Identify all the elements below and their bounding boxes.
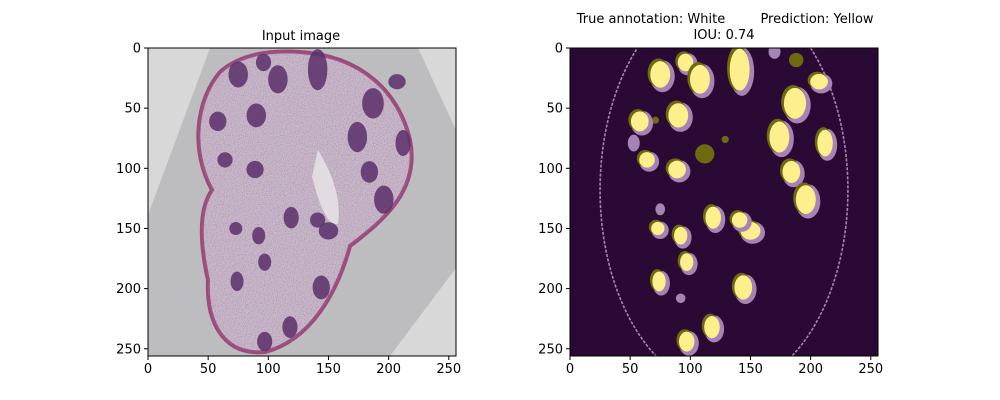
overlap-region <box>630 111 649 132</box>
nucleus <box>246 103 267 128</box>
true-annotation-title: True annotation: White <box>576 12 725 27</box>
iou-subtitle: IOU: 0.74 <box>693 28 754 43</box>
overlap-region <box>650 61 671 88</box>
nucleus <box>347 121 368 153</box>
false-positive <box>721 135 729 144</box>
nucleus <box>255 53 272 72</box>
nucleus <box>374 185 394 214</box>
overlap-region <box>674 226 688 245</box>
prediction-x-tick-label: 200 <box>798 362 823 377</box>
missed-annotations <box>627 48 781 304</box>
missed-annotation <box>675 293 686 304</box>
overlap-region <box>769 121 790 153</box>
overlap-region <box>783 87 807 119</box>
input-x-tick-label: 200 <box>376 362 401 377</box>
false-positive-predictions <box>651 52 804 164</box>
prediction-x-tick-label: 150 <box>738 362 763 377</box>
prediction-x-tick-label: 250 <box>858 362 883 377</box>
prediction-y-tick-label: 0 <box>555 42 563 57</box>
nucleus <box>283 206 299 229</box>
nucleus <box>268 65 288 94</box>
input-image <box>148 48 456 356</box>
nucleus <box>312 275 330 300</box>
nucleus <box>230 271 244 292</box>
overlap-region <box>677 53 694 72</box>
overlap-region <box>817 129 833 157</box>
overlap-region <box>651 221 665 236</box>
overlap-region <box>705 206 721 229</box>
input-image-panel: Input image 0 50 100 150 200 2500501001502002… <box>116 29 461 377</box>
nucleus <box>257 331 273 352</box>
input-y-tick-label: 250 <box>116 342 141 357</box>
input-y-tick-label: 100 <box>116 162 141 177</box>
overlap-region <box>731 212 748 228</box>
nucleus <box>360 161 379 183</box>
input-y-tick-label: 0 <box>133 42 141 57</box>
overlap-region <box>639 152 655 168</box>
nuclei <box>209 49 411 352</box>
missed-annotation <box>768 48 781 59</box>
mask-overlay <box>570 48 878 356</box>
input-image-title: Input image <box>262 29 340 44</box>
prediction-x-tick-label: 50 <box>622 362 639 377</box>
input-x-tick-label: 0 <box>144 362 152 377</box>
false-positive <box>695 144 715 164</box>
input-x-tick-label: 50 <box>200 362 217 377</box>
nucleus-masks <box>628 48 838 356</box>
central-lumen <box>312 150 339 225</box>
overlap-region <box>678 331 695 352</box>
prediction-y-tick-label: 250 <box>538 342 563 357</box>
overlap-region <box>680 253 694 272</box>
overlap-region <box>652 271 666 292</box>
input-x-tick-label: 150 <box>316 362 341 377</box>
missed-annotation <box>655 203 666 216</box>
overlap-region <box>729 48 750 91</box>
prediction-y-tick-label: 50 <box>546 102 563 117</box>
false-positive <box>788 52 804 68</box>
prediction-x-tick-label: 100 <box>678 362 703 377</box>
nucleus <box>246 160 264 179</box>
prediction-y-tick-label: 200 <box>538 282 563 297</box>
nucleus <box>307 49 328 91</box>
overlap-region <box>704 316 720 339</box>
nucleus <box>318 222 339 240</box>
overlap-region <box>668 103 689 128</box>
input-image-frame <box>147 47 457 357</box>
nucleus <box>217 152 233 168</box>
nucleus <box>388 74 406 90</box>
prediction-title: Prediction: Yellow <box>760 12 873 27</box>
nucleus <box>209 111 227 132</box>
input-y-tick-label: 200 <box>116 282 141 297</box>
overlap-region <box>810 73 828 90</box>
nucleus <box>229 221 243 235</box>
overlap-region <box>734 275 753 300</box>
input-y-tick-label: 50 <box>124 102 141 117</box>
prediction-frame <box>569 47 879 357</box>
prediction-y-tick-label: 100 <box>538 162 563 177</box>
prediction-x-tick-label: 0 <box>566 362 574 377</box>
mask-background <box>570 48 878 356</box>
overlap-region <box>782 160 801 183</box>
nucleus <box>310 212 326 228</box>
nucleus <box>395 130 411 157</box>
input-y-tick-label: 150 <box>116 222 141 237</box>
nucleus <box>362 88 384 119</box>
overlap-region <box>689 64 710 94</box>
overlap-region <box>795 185 816 214</box>
tissue-boundary <box>599 48 849 356</box>
nucleus <box>258 253 272 271</box>
input-x-tick-label: 100 <box>256 362 281 377</box>
nucleus <box>282 316 298 338</box>
input-x-tick-label: 250 <box>436 362 461 377</box>
nucleus <box>228 61 248 88</box>
nucleus <box>252 227 266 245</box>
prediction-y-tick-label: 150 <box>538 222 563 237</box>
overlap-region <box>668 160 686 179</box>
missed-annotation <box>627 134 640 152</box>
false-positive <box>651 116 660 124</box>
prediction-panel: True annotation: White Prediction: Yello… <box>538 12 883 378</box>
